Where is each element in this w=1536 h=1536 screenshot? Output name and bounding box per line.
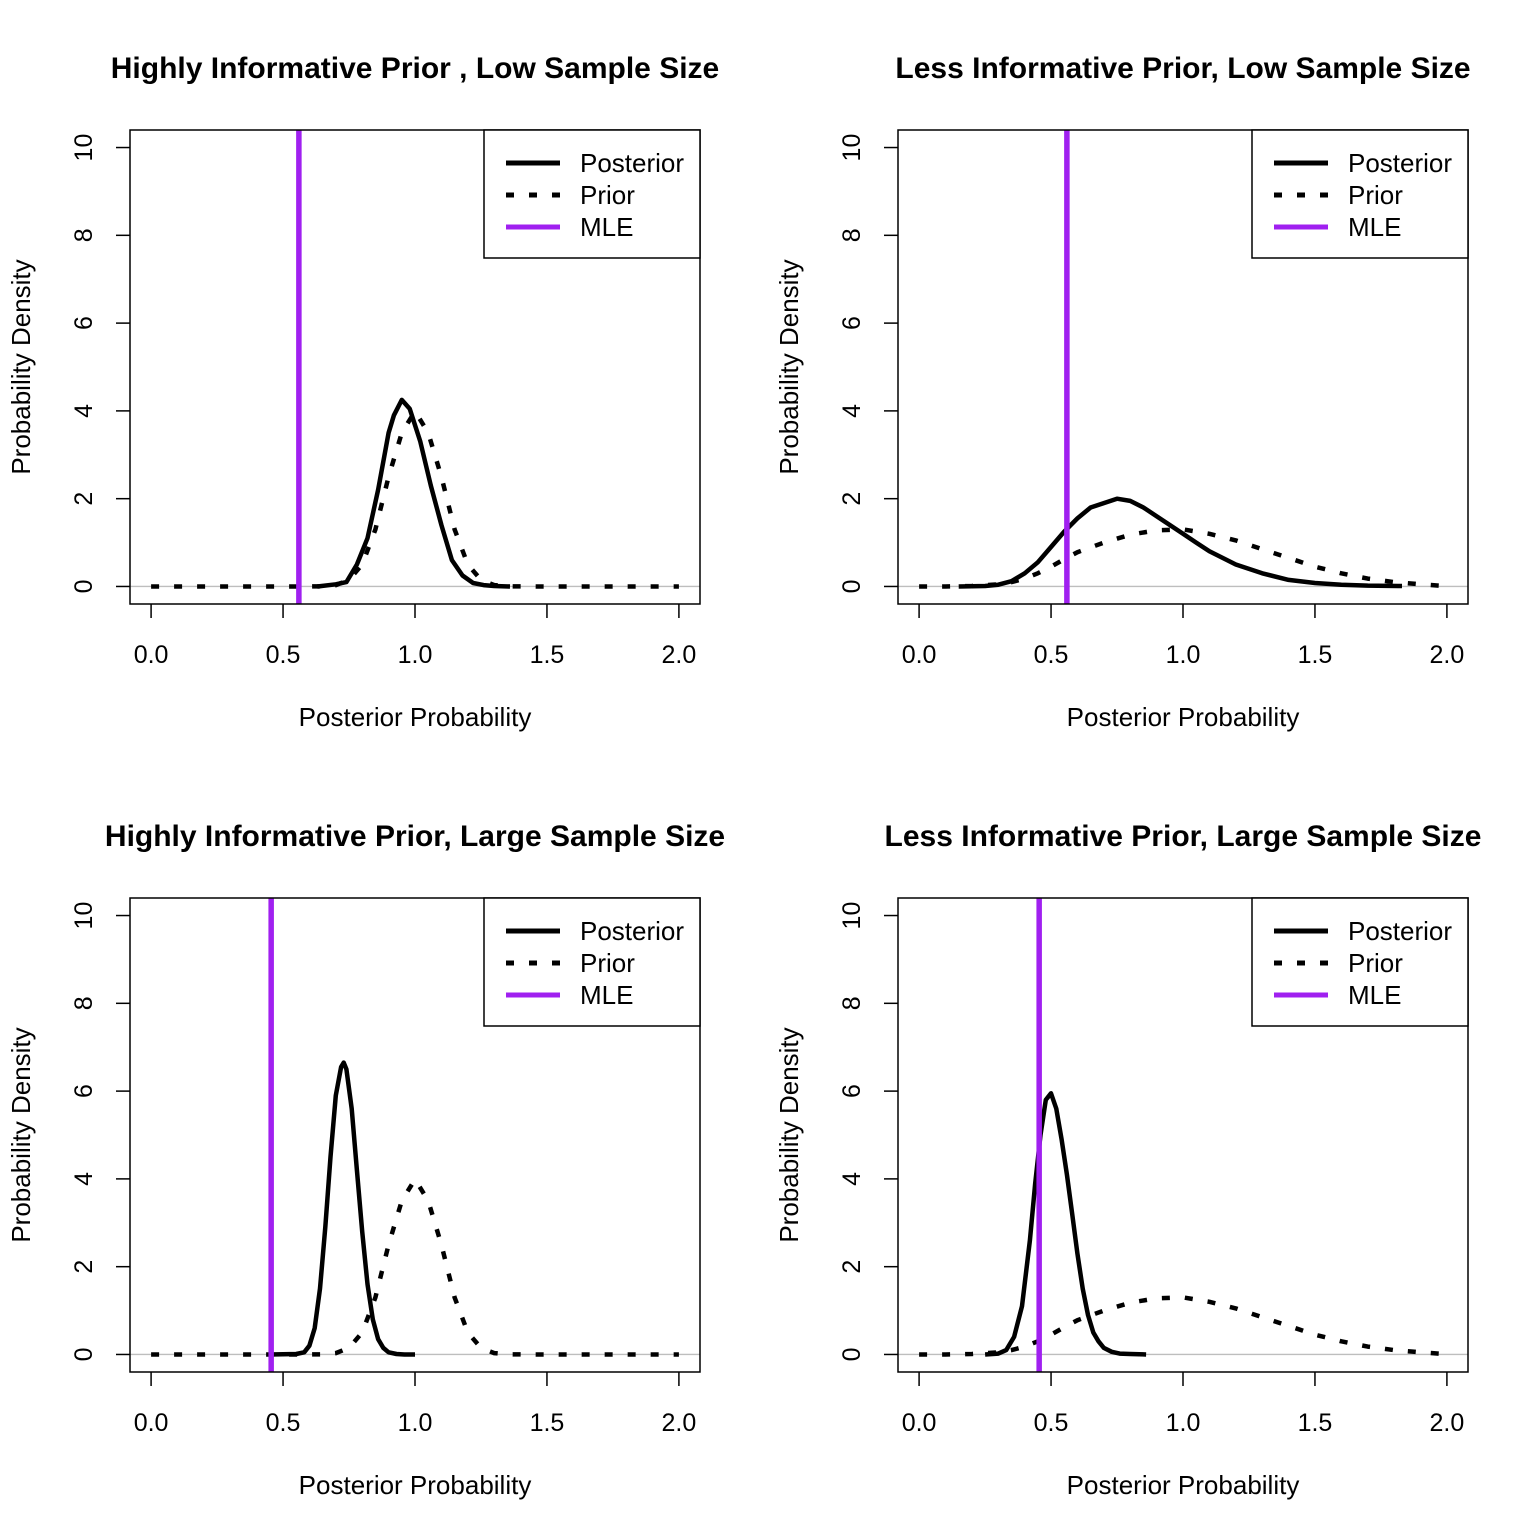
y-tick-label: 10: [70, 134, 98, 162]
prior-line: [919, 527, 1440, 589]
legend-box: [483, 897, 701, 1027]
legend-label: Posterior: [580, 148, 684, 178]
x-tick-label: 0.0: [134, 1409, 169, 1437]
x-axis-label: Posterior Probability: [1067, 702, 1300, 732]
prior-line: [151, 409, 679, 589]
legend-label: Prior: [580, 180, 635, 210]
legend-label: MLE: [580, 980, 633, 1010]
y-axis-label: Probability Density: [6, 1027, 36, 1242]
legend-label: Posterior: [1348, 916, 1452, 946]
posterior-line: [317, 397, 511, 589]
legend-label: Prior: [1348, 180, 1403, 210]
y-tick-label: 6: [70, 1084, 98, 1098]
y-tick-label: 6: [70, 316, 98, 330]
x-tick-label: 1.5: [1298, 641, 1333, 669]
x-tick-label: 2.0: [662, 641, 697, 669]
y-tick-label: 2: [838, 492, 866, 506]
y-axis-label: Probability Density: [6, 259, 36, 474]
y-axis-label: Probability Density: [774, 1027, 804, 1242]
x-tick-label: 1.5: [530, 641, 565, 669]
y-tick-label: 8: [838, 228, 866, 242]
y-tick-label: 2: [838, 1260, 866, 1274]
chart-title: Less Informative Prior, Low Sample Size: [895, 52, 1470, 85]
legend-label: Prior: [580, 948, 635, 978]
x-tick-label: 0.0: [902, 1409, 937, 1437]
y-tick-label: 0: [838, 1348, 866, 1362]
posterior-line: [958, 496, 1403, 589]
chart-panel-2: Less Informative Prior, Low Sample Size 0…: [774, 52, 1471, 732]
legend-label: Posterior: [580, 916, 684, 946]
chart-panel-3: Highly Informative Prior, Large Sample S…: [6, 820, 725, 1500]
y-tick-label: 6: [838, 1084, 866, 1098]
y-tick-label: 2: [70, 1260, 98, 1274]
x-axis-label: Posterior Probability: [299, 702, 532, 732]
legend-label: Prior: [1348, 948, 1403, 978]
x-tick-label: 1.5: [530, 1409, 565, 1437]
legend-label: MLE: [1348, 980, 1401, 1010]
posterior-line: [984, 1091, 1147, 1357]
y-tick-label: 4: [838, 1172, 866, 1186]
legend-label: Posterior: [1348, 148, 1452, 178]
x-tick-label: 2.0: [662, 1409, 697, 1437]
y-tick-label: 4: [70, 404, 98, 418]
x-tick-label: 0.0: [134, 641, 169, 669]
y-tick-label: 8: [70, 996, 98, 1010]
x-tick-label: 1.0: [398, 641, 433, 669]
x-tick-label: 0.5: [1034, 641, 1069, 669]
y-tick-label: 10: [838, 902, 866, 930]
y-tick-label: 0: [70, 580, 98, 594]
x-tick-label: 2.0: [1430, 1409, 1465, 1437]
posterior-line: [269, 1060, 415, 1357]
x-tick-label: 0.5: [1034, 1409, 1069, 1437]
chart-panel-1: Highly Informative Prior , Low Sample Si…: [6, 52, 719, 732]
legend-label: MLE: [580, 212, 633, 242]
y-tick-label: 4: [838, 404, 866, 418]
y-tick-label: 0: [70, 1348, 98, 1362]
legend-box: [483, 129, 701, 259]
chart-title: Less Informative Prior, Large Sample Siz…: [885, 820, 1482, 853]
chart-title: Highly Informative Prior , Low Sample Si…: [111, 52, 719, 85]
x-tick-label: 0.5: [266, 1409, 301, 1437]
x-tick-label: 0.5: [266, 641, 301, 669]
x-tick-label: 1.0: [1166, 641, 1201, 669]
y-tick-label: 2: [70, 492, 98, 506]
y-tick-label: 8: [838, 996, 866, 1010]
y-tick-label: 4: [70, 1172, 98, 1186]
y-axis-label: Probability Density: [774, 259, 804, 474]
x-tick-label: 0.0: [902, 641, 937, 669]
prior-line: [151, 1177, 679, 1357]
x-tick-label: 2.0: [1430, 641, 1465, 669]
x-axis-label: Posterior Probability: [1067, 1470, 1300, 1500]
y-tick-label: 0: [838, 580, 866, 594]
y-tick-label: 6: [838, 316, 866, 330]
legend-label: MLE: [1348, 212, 1401, 242]
legend-box: [1251, 129, 1469, 259]
y-tick-label: 10: [838, 134, 866, 162]
x-tick-label: 1.5: [1298, 1409, 1333, 1437]
x-axis-label: Posterior Probability: [299, 1470, 532, 1500]
legend-box: [1251, 897, 1469, 1027]
x-tick-label: 1.0: [398, 1409, 433, 1437]
chart-title: Highly Informative Prior, Large Sample S…: [105, 820, 725, 853]
x-tick-label: 1.0: [1166, 1409, 1201, 1437]
y-tick-label: 8: [70, 228, 98, 242]
prior-line: [919, 1295, 1440, 1357]
chart-panel-4: Less Informative Prior, Large Sample Siz…: [774, 820, 1481, 1500]
y-tick-label: 10: [70, 902, 98, 930]
